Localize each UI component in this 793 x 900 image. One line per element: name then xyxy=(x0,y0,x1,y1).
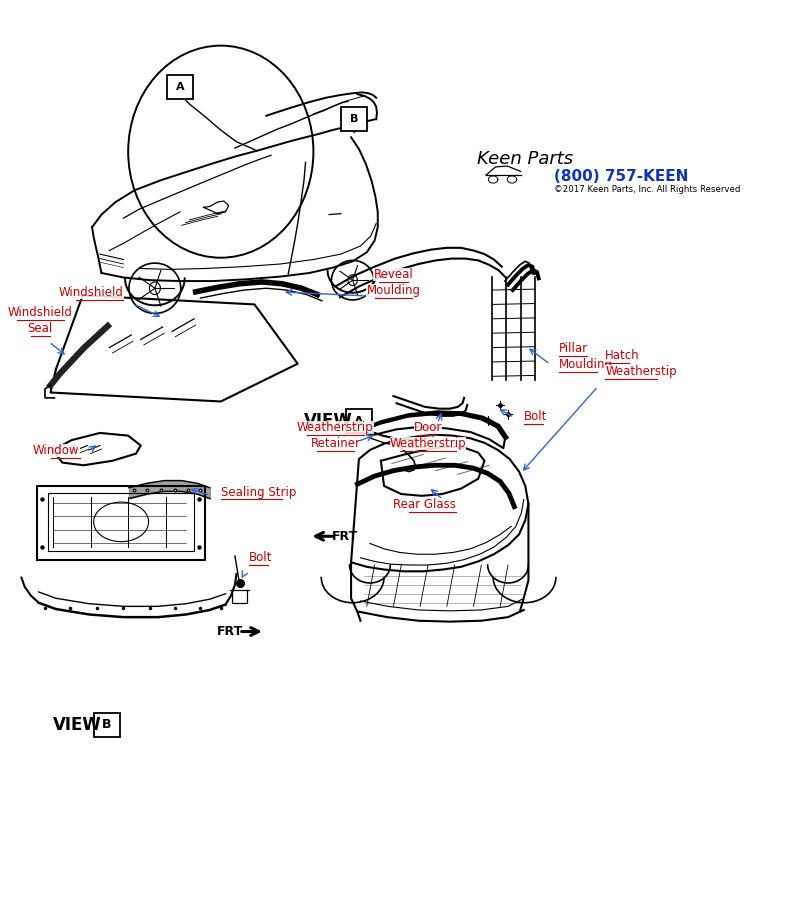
Text: (800) 757-KEEN: (800) 757-KEEN xyxy=(554,169,688,184)
Text: B: B xyxy=(102,718,112,732)
Text: Reveal: Reveal xyxy=(374,268,413,281)
Text: Windshield: Windshield xyxy=(8,306,73,319)
Text: VIEW: VIEW xyxy=(53,716,102,734)
FancyBboxPatch shape xyxy=(342,107,367,131)
Text: Weatherstrip: Weatherstrip xyxy=(297,421,374,434)
Text: Bolt: Bolt xyxy=(249,551,273,564)
Text: Bolt: Bolt xyxy=(523,410,547,423)
Text: Rear Glass: Rear Glass xyxy=(393,498,456,511)
Text: Sealing Strip: Sealing Strip xyxy=(220,485,296,499)
Text: Pillar: Pillar xyxy=(559,342,588,355)
Text: Weatherstip: Weatherstip xyxy=(605,365,677,378)
Text: FRT: FRT xyxy=(331,530,358,543)
Text: Windshield: Windshield xyxy=(59,286,124,299)
Text: Retainer: Retainer xyxy=(310,437,360,450)
Text: VIEW: VIEW xyxy=(304,412,353,430)
Text: Keen Parts: Keen Parts xyxy=(477,149,573,167)
Text: Seal: Seal xyxy=(28,322,53,335)
Text: Door: Door xyxy=(414,421,442,434)
FancyBboxPatch shape xyxy=(347,410,372,434)
FancyBboxPatch shape xyxy=(94,713,120,737)
Text: Window: Window xyxy=(33,445,79,457)
Text: Moulding: Moulding xyxy=(559,358,613,371)
Text: Moulding: Moulding xyxy=(366,284,420,297)
Text: A: A xyxy=(354,415,364,428)
Text: ©2017 Keen Parts, Inc. All Rights Reserved: ©2017 Keen Parts, Inc. All Rights Reserv… xyxy=(554,184,741,194)
Text: FRT: FRT xyxy=(217,625,243,638)
Text: Weatherstrip: Weatherstrip xyxy=(389,437,466,450)
Text: B: B xyxy=(350,114,358,124)
FancyBboxPatch shape xyxy=(167,75,193,99)
Text: Hatch: Hatch xyxy=(605,349,640,362)
Text: A: A xyxy=(176,82,184,92)
